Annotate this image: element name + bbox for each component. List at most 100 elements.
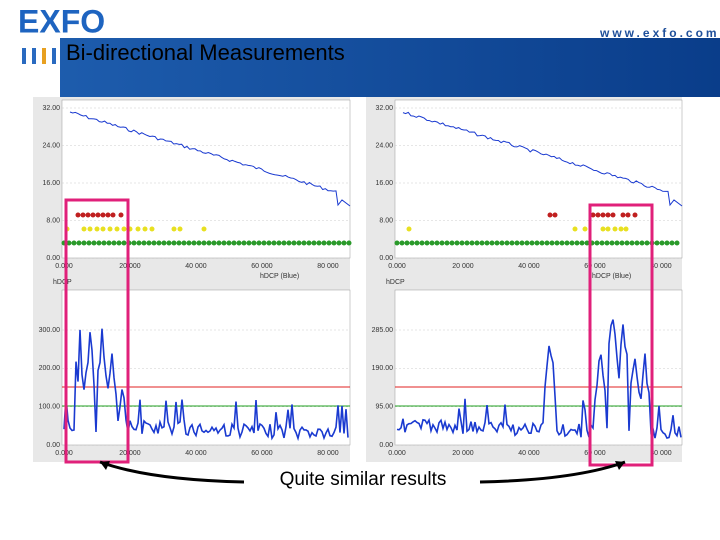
dot [549,240,555,246]
dot [619,240,625,246]
header-white [0,0,560,38]
dot [80,212,86,218]
dot [454,240,460,246]
dot [136,240,142,246]
dot [634,240,640,246]
trace [63,328,349,442]
x-tick-label: 60 000 [584,263,606,270]
header-white-left [0,38,60,97]
axis-title: hDCP (Blue) [592,273,631,280]
dot [246,240,252,246]
dot [86,240,92,246]
dot [201,226,207,232]
dot [141,240,147,246]
x-tick-label: 20 000 [452,450,474,457]
dot [590,212,596,218]
x-tick-label: 80 000 [317,263,339,270]
dot [406,226,412,232]
dot [494,240,500,246]
dot [85,212,91,218]
x-tick-label: 80 000 [650,450,672,457]
x-tick-label: 0.000 [388,263,406,270]
dot [91,240,97,246]
dot [341,240,347,246]
dot [171,226,177,232]
dot [191,240,197,246]
dot [424,240,430,246]
dot [614,240,620,246]
logo-bars [22,48,56,64]
arrow-head [615,461,625,470]
x-tick-label: 80 000 [650,263,672,270]
dot [100,226,106,232]
y-tick-label: 300.00 [39,327,61,334]
dot [464,240,470,246]
y-tick-label: 190.00 [372,365,394,372]
dot [544,240,550,246]
x-tick-label: 0.000 [55,450,73,457]
dot [439,240,445,246]
dot [171,240,177,246]
dot [111,240,117,246]
dot [604,240,610,246]
y-tick-label: 8.00 [379,217,393,224]
y-tick-label: 285.00 [372,327,394,334]
axis-title: hDCP (Blue) [260,273,299,280]
x-tick-label: 40 000 [185,263,207,270]
dot [394,240,400,246]
plot-area [394,99,683,259]
dot [81,240,87,246]
x-tick-label: 60 000 [584,450,606,457]
dot [135,226,141,232]
dot [554,240,560,246]
x-tick-label: 20 000 [452,263,474,270]
x-tick-label: 40 000 [185,450,207,457]
dot [449,240,455,246]
dot [114,226,120,232]
dot [241,240,247,246]
dot [186,240,192,246]
y-tick-label: 0.00 [379,442,393,449]
dot [584,240,590,246]
y-tick-label: 32.00 [375,105,393,112]
highlight-box [64,198,130,464]
dot [479,240,485,246]
dot [321,240,327,246]
y-tick-label: 24.00 [375,142,393,149]
dot [599,240,605,246]
y-tick-label: 0.00 [379,255,393,262]
x-tick-label: 20 000 [119,263,141,270]
y-tick-label: 16.00 [42,180,60,187]
dot [539,240,545,246]
dot [176,240,182,246]
dot [610,212,616,218]
dot [605,226,611,232]
dot [106,240,112,246]
dot [291,240,297,246]
dot [251,240,257,246]
plot-area [394,289,683,446]
dot [105,212,111,218]
dot [623,226,629,232]
dot [459,240,465,246]
dot [499,240,505,246]
url: www.exfo.com [599,26,720,40]
dot [221,240,227,246]
dot [409,240,415,246]
dot [196,240,202,246]
y-tick-label: 200.00 [39,365,61,372]
dot [71,240,77,246]
logo: EXFO [18,3,105,39]
dot [595,212,601,218]
dot [564,240,570,246]
dot [296,240,302,246]
dot [434,240,440,246]
plot-area [61,99,351,259]
dot [572,226,578,232]
dot [469,240,475,246]
dot [612,226,618,232]
dot [311,240,317,246]
dot [594,240,600,246]
dot [547,212,553,218]
dot [76,240,82,246]
